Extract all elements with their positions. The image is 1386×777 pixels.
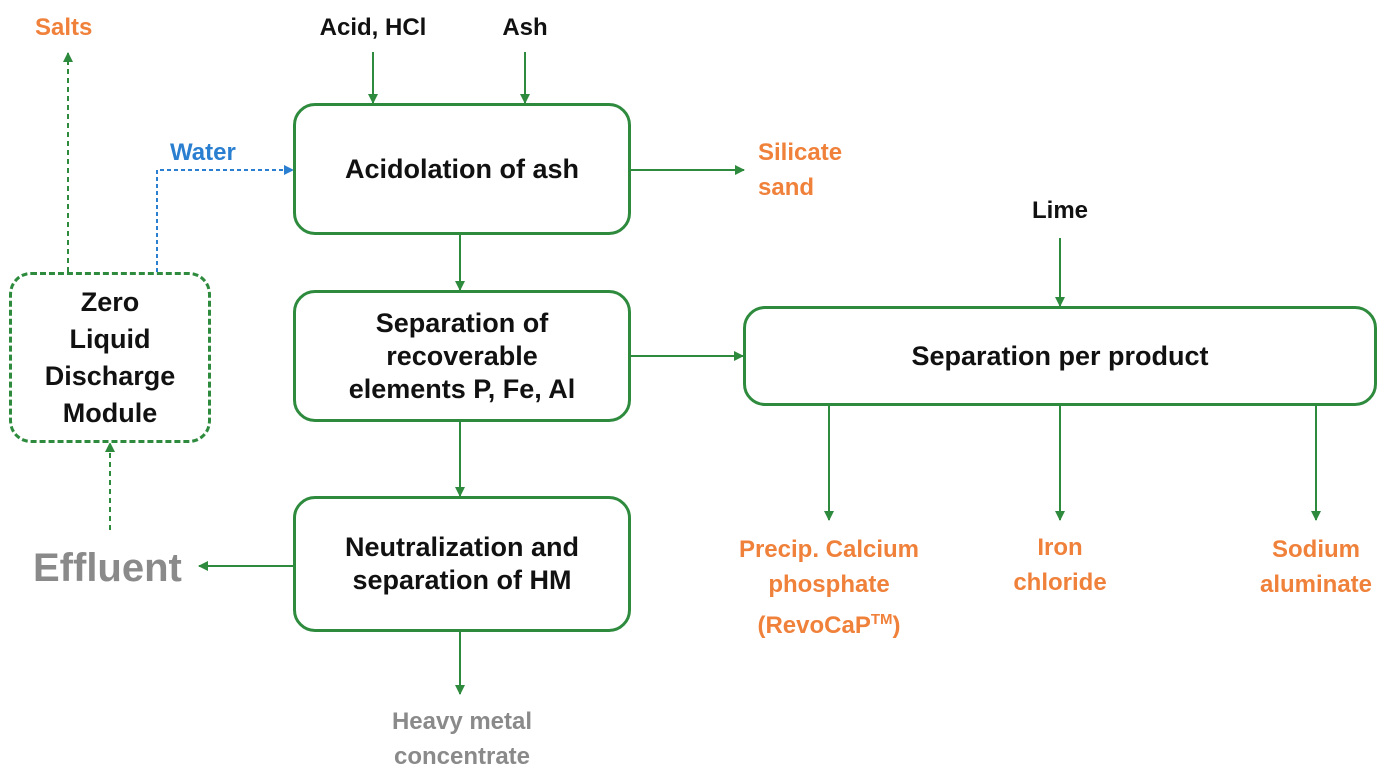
heavy-metal-label: Heavy metal concentrate [391,708,533,770]
acidolation-label: Acidolation of ash [344,153,579,184]
water-label: Water [170,139,236,166]
silicate-sand-label: Silicate sand [758,139,843,201]
separation-recoverable-label: Separation of recoverable elements P, Fe… [348,307,576,404]
zld-module-label: Zero Liquid Discharge Module [44,286,176,428]
neutralization-box: Neutralization and separation of HM [293,496,631,632]
effluent-label: Effluent [33,546,182,590]
acid-label: Acid, HCl [319,14,427,41]
neutralization-label: Neutralization and separation of HM [344,532,580,595]
zld-module-box: Zero Liquid Discharge Module [9,272,211,443]
lime-label: Lime [1031,197,1088,224]
calcium-phosphate-close: ) [892,612,901,639]
calcium-phosphate-text: Precip. Calcium phosphate (RevoCaP [738,536,920,639]
trademark-superscript: TM [870,611,893,628]
acidolation-box: Acidolation of ash [293,103,631,235]
water-recycle-arrow [156,165,294,272]
calcium-phosphate-label: Precip. Calcium phosphate (RevoCaPTM) [709,532,949,643]
sodium-aluminate-label: Sodium aluminate [1259,536,1373,598]
separation-recoverable-box: Separation of recoverable elements P, Fe… [293,290,631,422]
separation-per-product-box: Separation per product [743,306,1377,406]
salts-label: Salts [35,14,93,41]
ash-label: Ash [502,14,548,41]
separation-per-product-label: Separation per product [911,340,1209,371]
iron-chloride-label: Iron chloride [1013,534,1107,596]
